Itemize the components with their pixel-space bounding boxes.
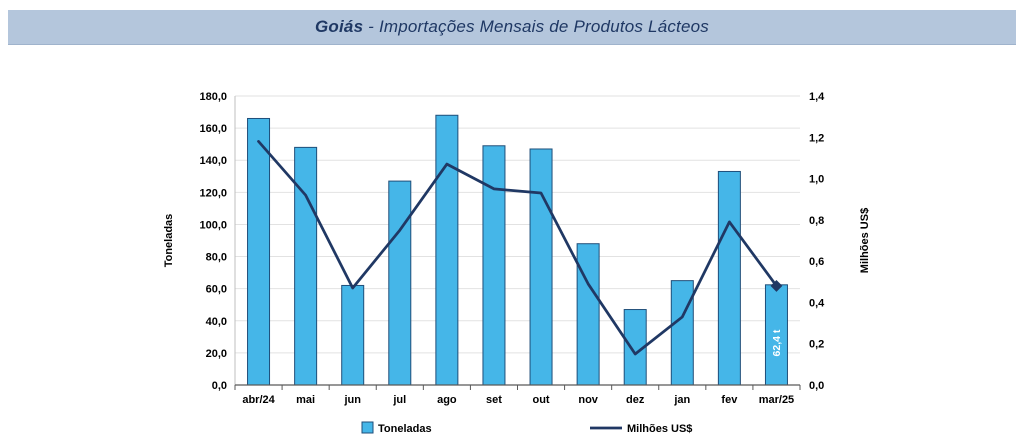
category-label: fev — [721, 394, 738, 406]
left-axis-tick-label: 100,0 — [199, 219, 227, 231]
bar-nov — [576, 243, 600, 386]
left-axis-tick-label: 160,0 — [199, 123, 227, 135]
left-axis-tick-label: 180,0 — [199, 91, 227, 103]
bar-jan — [670, 280, 694, 386]
category-label: jul — [392, 394, 406, 406]
left-axis-title: Toneladas — [163, 214, 175, 268]
bar-out — [529, 148, 553, 386]
line-series — [257, 140, 778, 356]
chart-title-banner: Goiás - Importações Mensais de Produtos … — [8, 10, 1016, 45]
right-axis-tick-label: 0,2 — [809, 339, 824, 351]
left-axis-tick-label: 40,0 — [206, 316, 227, 328]
page-title: Goiás - Importações Mensais de Produtos … — [315, 17, 709, 37]
right-axis-tick-label: 0,6 — [809, 256, 824, 268]
page-title-bold: Goiás — [315, 17, 364, 36]
combo-chart: 0,0 20,0 40,0 60,0 80,0 100,0 120,0 140,0 160,0 1… — [0, 50, 1024, 447]
right-axis-tick-label: 1,2 — [809, 132, 824, 144]
left-axis-tick-label: 80,0 — [206, 252, 227, 264]
legend-label-toneladas: Toneladas — [378, 423, 432, 435]
left-axis-tick-label: 60,0 — [206, 284, 227, 296]
category-label: nov — [578, 394, 598, 406]
left-axis-tick-label: 0,0 — [212, 380, 227, 392]
category-label: jan — [673, 394, 690, 406]
category-label: ago — [437, 394, 457, 406]
chart-canvas: 0,0 20,0 40,0 60,0 80,0 100,0 120,0 140,0 160,0 1… — [163, 91, 871, 435]
bar-value-annotation: 62,4 t — [771, 329, 783, 356]
category-label: out — [532, 394, 549, 406]
left-axis-tick-label: 120,0 — [199, 187, 227, 199]
right-axis-title: Milhões US$ — [859, 208, 871, 273]
right-axis-tick-label: 0,4 — [809, 297, 825, 309]
bar-abr/24 — [247, 117, 271, 386]
bar-mai — [294, 146, 318, 386]
page-title-rest: - Importações Mensais de Produtos Lácteo… — [363, 17, 709, 36]
bar-ago — [435, 114, 459, 386]
category-label: mar/25 — [759, 394, 794, 406]
bar-jul — [388, 180, 412, 386]
left-axis-tick-label: 140,0 — [199, 155, 227, 167]
legend-bar-swatch — [361, 421, 374, 434]
bar-fev — [717, 170, 741, 386]
category-label: abr/24 — [242, 394, 275, 406]
left-axis-tick-label: 20,0 — [206, 348, 227, 360]
right-axis-tick-label: 0,8 — [809, 215, 824, 227]
category-label: dez — [626, 394, 645, 406]
right-axis-tick-label: 0,0 — [809, 380, 824, 392]
category-label: jun — [343, 394, 361, 406]
right-axis-tick-label: 1,4 — [809, 91, 825, 103]
bar-set — [482, 145, 506, 386]
category-label: set — [486, 394, 502, 406]
right-axis-tick-label: 1,0 — [809, 174, 824, 186]
category-label: mai — [296, 394, 315, 406]
bar-jun — [341, 284, 365, 386]
legend-label-milhoes-usd: Milhões US$ — [627, 423, 692, 435]
